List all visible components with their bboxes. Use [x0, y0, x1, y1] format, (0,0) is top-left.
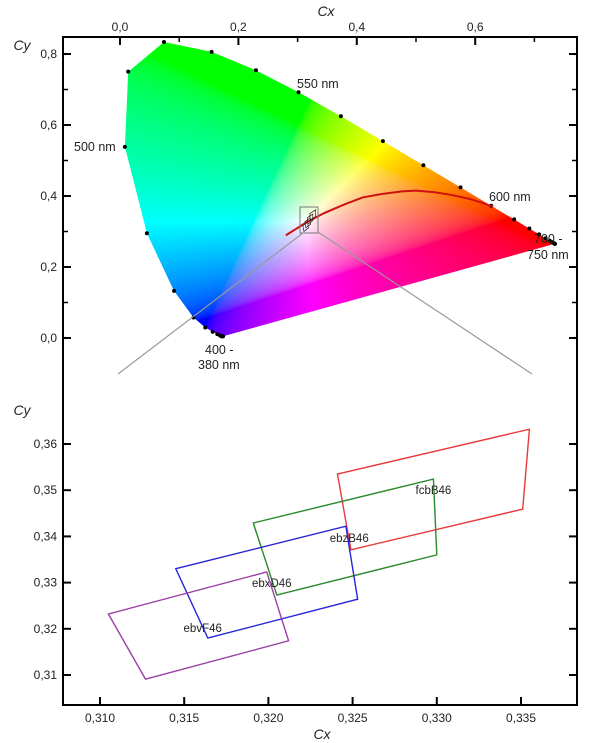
x-tick-label-bottom: 0,335: [506, 711, 536, 725]
quad-ebvF46: [107, 571, 290, 680]
wavelength-dot: [512, 217, 517, 222]
wavelength-dot: [210, 329, 215, 334]
y-tick-label-bottom: 0,34: [34, 529, 58, 543]
zoom-line-right: [317, 231, 533, 375]
wavelength-dot: [253, 68, 258, 73]
wavelength-label: 700 -: [534, 232, 563, 246]
quad-ebxD46: [174, 525, 359, 639]
wavelength-label: 400 -: [205, 343, 234, 357]
bottom-x-axis-label: Cx: [313, 726, 331, 742]
wavelength-dot: [191, 315, 196, 320]
x-tick-label-top: 0,4: [348, 20, 365, 34]
x-tick-label-bottom: 0,315: [169, 711, 199, 725]
mini-quad: [304, 217, 311, 229]
wavelength-dot: [122, 144, 127, 149]
wavelength-dot: [338, 114, 343, 119]
quad-fcbB46: [336, 428, 531, 551]
y-tick-label-bottom: 0,31: [34, 668, 58, 682]
wavelength-label: 750 nm: [527, 248, 569, 262]
x-tick-label-top: 0,0: [112, 20, 129, 34]
wavelength-dot: [126, 69, 131, 74]
y-tick-label-top: 0,2: [40, 260, 57, 274]
wavelength-dot: [161, 40, 166, 45]
y-tick-label-bottom: 0,36: [34, 437, 58, 451]
wavelength-dot: [172, 288, 177, 293]
wavelength-dot: [537, 232, 542, 237]
y-tick-label-top: 0,6: [40, 118, 57, 132]
wavelength-dot: [144, 231, 149, 236]
wavelength-dot: [458, 185, 463, 190]
top-y-axis-label: Cy: [13, 37, 31, 53]
x-tick-label-top: 0,6: [467, 20, 484, 34]
zoom-connector-lines: [117, 231, 533, 375]
x-tick-label-bottom: 0,325: [338, 711, 368, 725]
wavelength-dot: [215, 332, 220, 337]
y-tick-label-bottom: 0,32: [34, 622, 58, 636]
wavelength-dot: [380, 139, 385, 144]
wavelength-label: 500 nm: [74, 140, 116, 154]
y-tick-label-bottom: 0,33: [34, 576, 58, 590]
wavelength-dot: [209, 49, 214, 54]
x-tick-label-bottom: 0,310: [85, 711, 115, 725]
wavelength-label: 550 nm: [297, 77, 339, 91]
quad-label: ebvF46: [184, 623, 222, 635]
zoom-box: [299, 206, 319, 234]
planckian-locus-line: [285, 189, 494, 237]
gamut-fill: [124, 42, 555, 337]
wavelength-dot: [203, 325, 208, 330]
wavelength-dot: [527, 226, 532, 231]
y-tick-label-top: 0,8: [40, 47, 57, 61]
wavelength-dot: [421, 163, 426, 168]
x-tick-label-top: 0,2: [230, 20, 247, 34]
wavelength-dot: [543, 236, 548, 241]
wavelength-label: 600 nm: [489, 190, 531, 204]
quad-ebzB46: [252, 478, 438, 596]
bottom-y-axis-label: Cy: [13, 402, 31, 418]
zoom-line-left: [117, 232, 304, 375]
x-tick-label-bottom: 0,320: [253, 711, 283, 725]
quad-label: ebxD46: [252, 578, 292, 590]
x-tick-label-bottom: 0,330: [422, 711, 452, 725]
quad-label: ebzB46: [330, 533, 369, 545]
wavelength-dot: [296, 90, 301, 95]
plot-frame: [62, 36, 578, 706]
wavelength-label: 380 nm: [198, 358, 240, 372]
wavelength-dot: [552, 241, 557, 246]
y-tick-label-top: 0,0: [40, 331, 57, 345]
chromaticity-diagram: 550 nm 500 nm 600 nm 700 - 750 nm 400 -380 nm: [74, 40, 569, 372]
y-tick-label-bottom: 0,35: [34, 483, 58, 497]
mini-quad: [302, 221, 309, 232]
y-tick-label-top: 0,4: [40, 189, 57, 203]
top-x-axis-label: Cx: [317, 3, 335, 19]
